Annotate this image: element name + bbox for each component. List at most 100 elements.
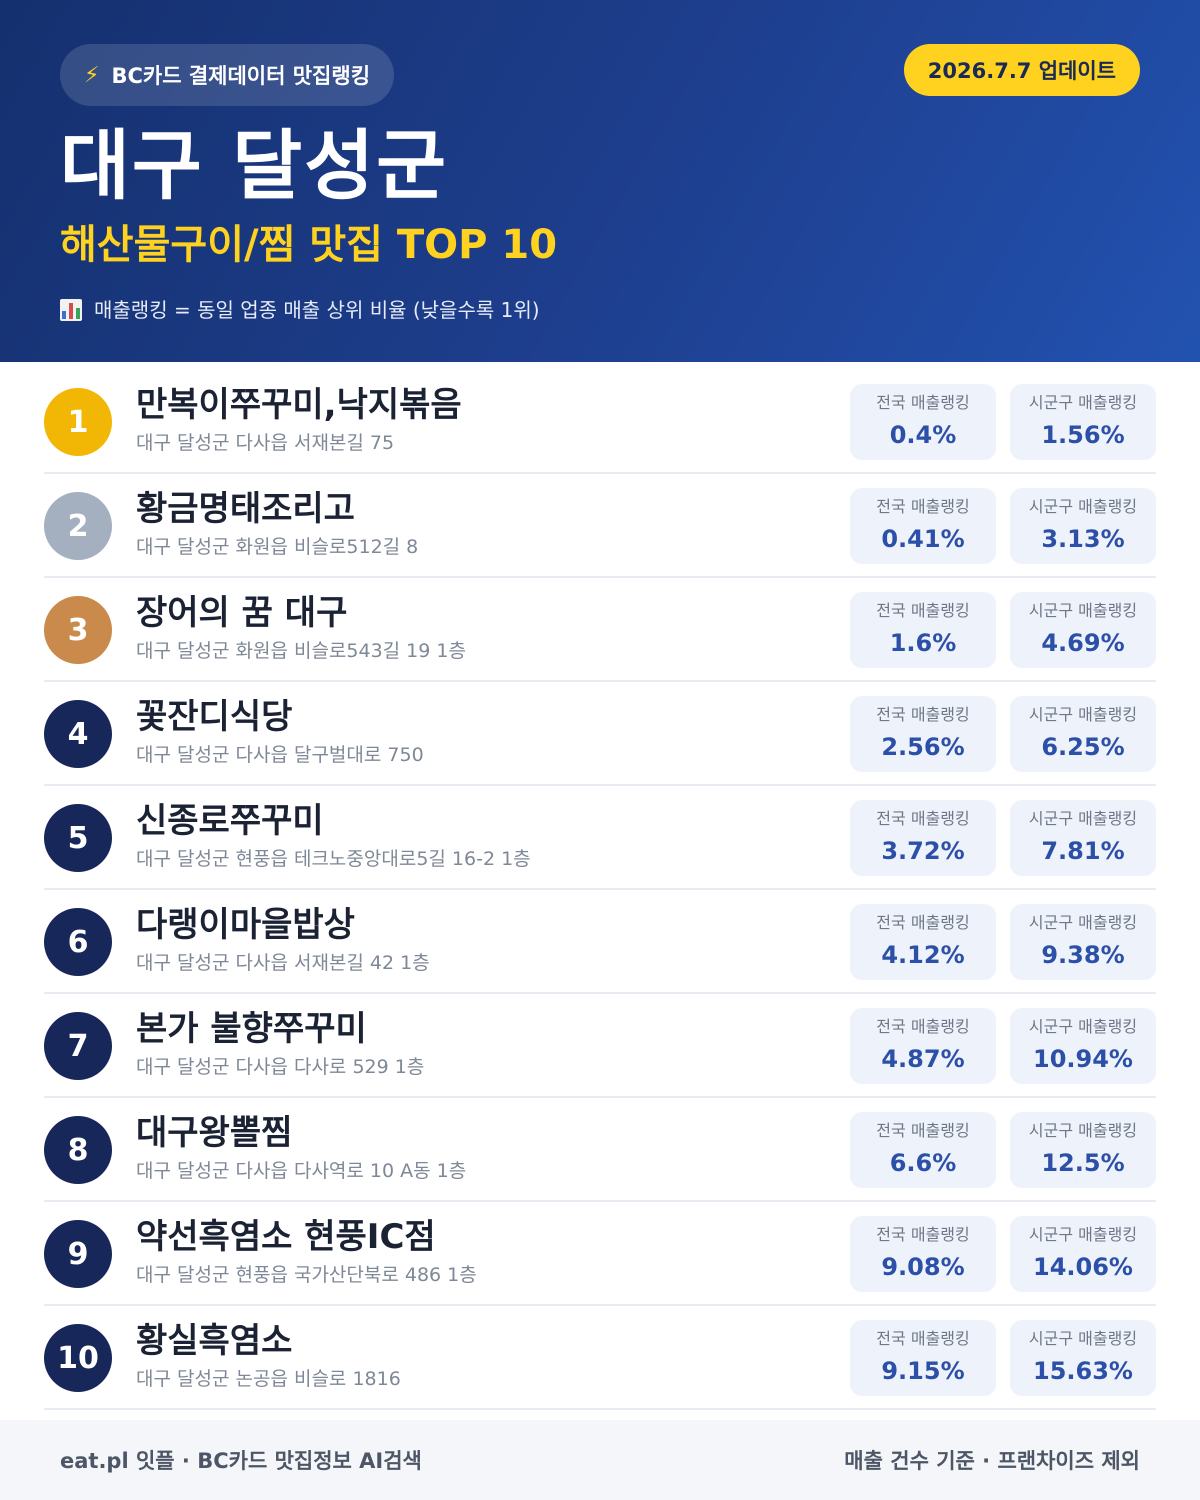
national-ranking-label: 전국 매출랭킹 (876, 1329, 970, 1348)
page-title: 대구 달성군 (60, 121, 449, 210)
national-ranking-value: 0.41% (881, 525, 965, 553)
page-subtitle: 해산물구이/찜 맛집 TOP 10 (60, 222, 558, 268)
restaurant-address: 대구 달성군 화원읍 비슬로543길 19 1층 (136, 640, 466, 662)
national-ranking-card: 전국 매출랭킹 9.08% (850, 1216, 996, 1292)
lightning-icon: ⚡ (84, 62, 100, 88)
national-ranking-value: 9.15% (881, 1357, 965, 1385)
local-ranking-value: 4.69% (1041, 629, 1125, 657)
local-ranking-label: 시군구 매출랭킹 (1028, 705, 1138, 724)
local-ranking-card: 시군구 매출랭킹 1.56% (1010, 384, 1156, 460)
list-item[interactable]: 9 약선흑염소 현풍IC점 대구 달성군 현풍읍 국가산단북로 486 1층 전… (44, 1202, 1156, 1306)
rank-badge: 7 (44, 1012, 112, 1080)
restaurant-address: 대구 달성군 다사읍 서재본길 75 (136, 432, 395, 454)
local-ranking-label: 시군구 매출랭킹 (1028, 497, 1138, 516)
local-ranking-card: 시군구 매출랭킹 12.5% (1010, 1112, 1156, 1188)
national-ranking-card: 전국 매출랭킹 4.12% (850, 904, 996, 980)
rank-badge: 3 (44, 596, 112, 664)
restaurant-address: 대구 달성군 화원읍 비슬로512길 8 (136, 536, 419, 558)
footer-source: eat.pl 잇플 · BC카드 맛집정보 AI검색 (60, 1449, 422, 1473)
national-ranking-value: 2.56% (881, 733, 965, 761)
local-ranking-card: 시군구 매출랭킹 14.06% (1010, 1216, 1156, 1292)
bar-chart-icon (60, 299, 82, 321)
local-ranking-value: 9.38% (1041, 941, 1125, 969)
local-ranking-value: 6.25% (1041, 733, 1125, 761)
restaurant-name: 꽃잔디식당 (136, 697, 293, 737)
national-ranking-value: 4.87% (881, 1045, 965, 1073)
restaurant-name: 대구왕뽈찜 (136, 1113, 293, 1153)
national-ranking-label: 전국 매출랭킹 (876, 809, 970, 828)
restaurant-address: 대구 달성군 다사읍 서재본길 42 1층 (136, 952, 430, 974)
local-ranking-label: 시군구 매출랭킹 (1028, 1225, 1138, 1244)
national-ranking-card: 전국 매출랭킹 3.72% (850, 800, 996, 876)
source-badge: ⚡ BC카드 결제데이터 맛집랭킹 (60, 44, 395, 106)
local-ranking-card: 시군구 매출랭킹 3.13% (1010, 488, 1156, 564)
restaurant-address: 대구 달성군 다사읍 달구벌대로 750 (136, 744, 424, 766)
national-ranking-card: 전국 매출랭킹 1.6% (850, 592, 996, 668)
national-ranking-card: 전국 매출랭킹 4.87% (850, 1008, 996, 1084)
rank-badge: 9 (44, 1220, 112, 1288)
local-ranking-label: 시군구 매출랭킹 (1028, 1329, 1138, 1348)
restaurant-list: 1 만복이쭈꾸미,낙지볶음 대구 달성군 다사읍 서재본길 75 전국 매출랭킹… (44, 370, 1156, 1410)
rank-badge: 4 (44, 700, 112, 768)
restaurant-name: 황실흑염소 (136, 1321, 293, 1361)
rank-badge: 5 (44, 804, 112, 872)
list-item[interactable]: 8 대구왕뽈찜 대구 달성군 다사읍 다사역로 10 A동 1층 전국 매출랭킹… (44, 1098, 1156, 1202)
list-item[interactable]: 1 만복이쭈꾸미,낙지볶음 대구 달성군 다사읍 서재본길 75 전국 매출랭킹… (44, 370, 1156, 474)
restaurant-name: 본가 불향쭈꾸미 (136, 1009, 367, 1049)
national-ranking-label: 전국 매출랭킹 (876, 1225, 970, 1244)
local-ranking-card: 시군구 매출랭킹 9.38% (1010, 904, 1156, 980)
restaurant-name: 신종로쭈꾸미 (136, 801, 324, 841)
rank-badge: 6 (44, 908, 112, 976)
local-ranking-value: 3.13% (1041, 525, 1125, 553)
national-ranking-card: 전국 매출랭킹 6.6% (850, 1112, 996, 1188)
update-badge: 2026.7.7 업데이트 (903, 44, 1140, 96)
local-ranking-label: 시군구 매출랭킹 (1028, 1121, 1138, 1140)
national-ranking-card: 전국 매출랭킹 2.56% (850, 696, 996, 772)
restaurant-name: 약선흑염소 현풍IC점 (136, 1217, 436, 1257)
source-label: BC카드 결제데이터 맛집랭킹 (111, 64, 371, 88)
national-ranking-label: 전국 매출랭킹 (876, 1017, 970, 1036)
local-ranking-card: 시군구 매출랭킹 6.25% (1010, 696, 1156, 772)
header: ⚡ BC카드 결제데이터 맛집랭킹 2026.7.7 업데이트 대구 달성군 해… (0, 0, 1200, 362)
restaurant-name: 만복이쭈꾸미,낙지볶음 (136, 385, 462, 425)
ranking-note-text: 매출랭킹 = 동일 업종 매출 상위 비율 (낮을수록 1위) (94, 298, 540, 322)
list-item[interactable]: 2 황금명태조리고 대구 달성군 화원읍 비슬로512길 8 전국 매출랭킹 0… (44, 474, 1156, 578)
footer: eat.pl 잇플 · BC카드 맛집정보 AI검색 매출 건수 기준 · 프랜… (0, 1420, 1200, 1500)
national-ranking-label: 전국 매출랭킹 (876, 913, 970, 932)
local-ranking-value: 7.81% (1041, 837, 1125, 865)
local-ranking-label: 시군구 매출랭킹 (1028, 1017, 1138, 1036)
national-ranking-label: 전국 매출랭킹 (876, 1121, 970, 1140)
local-ranking-label: 시군구 매출랭킹 (1028, 913, 1138, 932)
local-ranking-card: 시군구 매출랭킹 10.94% (1010, 1008, 1156, 1084)
national-ranking-value: 3.72% (881, 837, 965, 865)
national-ranking-label: 전국 매출랭킹 (876, 601, 970, 620)
restaurant-name: 다랭이마을밥상 (136, 905, 355, 945)
local-ranking-value: 12.5% (1041, 1149, 1125, 1177)
national-ranking-value: 9.08% (881, 1253, 965, 1281)
national-ranking-card: 전국 매출랭킹 9.15% (850, 1320, 996, 1396)
local-ranking-value: 1.56% (1041, 421, 1125, 449)
local-ranking-card: 시군구 매출랭킹 7.81% (1010, 800, 1156, 876)
national-ranking-card: 전국 매출랭킹 0.4% (850, 384, 996, 460)
local-ranking-label: 시군구 매출랭킹 (1028, 809, 1138, 828)
local-ranking-value: 14.06% (1033, 1253, 1133, 1281)
rank-badge: 1 (44, 388, 112, 456)
list-item[interactable]: 4 꽃잔디식당 대구 달성군 다사읍 달구벌대로 750 전국 매출랭킹 2.5… (44, 682, 1156, 786)
list-item[interactable]: 7 본가 불향쭈꾸미 대구 달성군 다사읍 다사로 529 1층 전국 매출랭킹… (44, 994, 1156, 1098)
list-item[interactable]: 10 황실흑염소 대구 달성군 논공읍 비슬로 1816 전국 매출랭킹 9.1… (44, 1306, 1156, 1410)
national-ranking-value: 0.4% (889, 421, 957, 449)
list-item[interactable]: 6 다랭이마을밥상 대구 달성군 다사읍 서재본길 42 1층 전국 매출랭킹 … (44, 890, 1156, 994)
restaurant-name: 황금명태조리고 (136, 489, 355, 529)
national-ranking-label: 전국 매출랭킹 (876, 393, 970, 412)
national-ranking-label: 전국 매출랭킹 (876, 705, 970, 724)
ranking-note: 매출랭킹 = 동일 업종 매출 상위 비율 (낮을수록 1위) (60, 292, 540, 328)
national-ranking-label: 전국 매출랭킹 (876, 497, 970, 516)
national-ranking-card: 전국 매출랭킹 0.41% (850, 488, 996, 564)
restaurant-address: 대구 달성군 다사읍 다사로 529 1층 (136, 1056, 425, 1078)
local-ranking-card: 시군구 매출랭킹 15.63% (1010, 1320, 1156, 1396)
local-ranking-label: 시군구 매출랭킹 (1028, 393, 1138, 412)
local-ranking-label: 시군구 매출랭킹 (1028, 601, 1138, 620)
list-item[interactable]: 3 장어의 꿈 대구 대구 달성군 화원읍 비슬로543길 19 1층 전국 매… (44, 578, 1156, 682)
list-item[interactable]: 5 신종로쭈꾸미 대구 달성군 현풍읍 테크노중앙대로5길 16-2 1층 전국… (44, 786, 1156, 890)
restaurant-address: 대구 달성군 다사읍 다사역로 10 A동 1층 (136, 1160, 467, 1182)
